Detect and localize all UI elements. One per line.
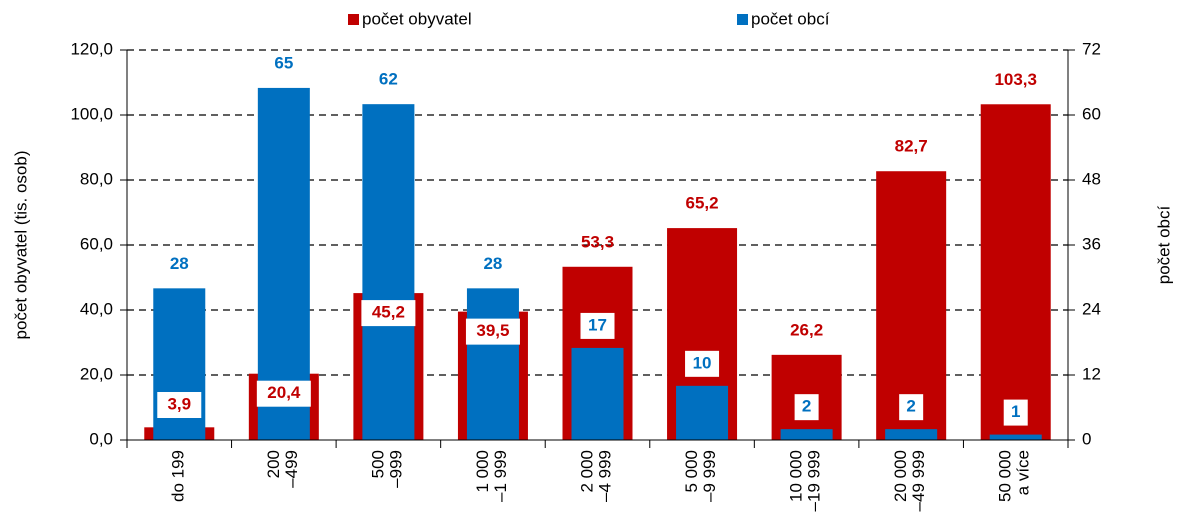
value-label: 45,2: [372, 303, 405, 322]
value-label: 26,2: [790, 320, 823, 339]
y-tick-label: 100,0: [70, 104, 113, 123]
y2-tick-label: 60: [1082, 104, 1101, 123]
y-tick-label: 0,0: [89, 429, 113, 448]
value-label: 28: [170, 254, 189, 273]
x-tick-label: 10 000–19 999: [787, 450, 824, 511]
value-label: 103,3: [994, 70, 1037, 89]
y2-axis-title: počet obcí: [1154, 206, 1173, 285]
legend-swatch: [348, 14, 359, 25]
bar: [980, 104, 1051, 441]
y2-tick-label: 72: [1082, 39, 1101, 58]
x-tick-label: 50 000a více: [996, 450, 1033, 502]
y-axis-title: počet obyvatel (tis. osob): [11, 151, 30, 340]
y-tick-label: 80,0: [80, 169, 113, 188]
value-label: 28: [483, 254, 502, 273]
value-label-box: [580, 312, 615, 339]
value-label: 20,4: [267, 383, 301, 402]
y2-tick-label: 0: [1082, 429, 1091, 448]
legend-label: počet obcí: [751, 9, 830, 28]
x-tick-label: 1 000–1 999: [473, 450, 510, 502]
x-tick-label: 2 000–4 999: [578, 450, 615, 502]
value-label-box: [685, 350, 720, 377]
bar: [885, 429, 938, 440]
bar: [362, 104, 415, 441]
y2-tick-label: 36: [1082, 234, 1101, 253]
x-tick-label: 5 000–9 999: [683, 450, 720, 502]
bar: [571, 347, 624, 440]
value-label: 65: [274, 53, 293, 72]
y-tick-label: 60,0: [80, 234, 113, 253]
value-label: 65,2: [686, 194, 719, 213]
value-label-box: [256, 380, 311, 407]
bar: [989, 434, 1042, 440]
value-label: 10: [693, 353, 712, 372]
y2-tick-label: 12: [1082, 364, 1101, 383]
y-tick-label: 40,0: [80, 299, 113, 318]
legend-swatch: [737, 14, 748, 25]
value-label: 82,7: [895, 137, 928, 156]
y-tick-label: 20,0: [80, 364, 113, 383]
bar: [780, 429, 833, 440]
value-label: 2: [802, 397, 811, 416]
legend-label: počet obyvatel: [362, 9, 472, 28]
x-tick-label: 200–499: [264, 450, 301, 488]
x-tick-label: 20 000–49 999: [892, 450, 929, 511]
value-label: 2: [906, 397, 915, 416]
bar: [676, 385, 729, 440]
value-label: 62: [379, 70, 398, 89]
value-label: 53,3: [581, 232, 614, 251]
y-tick-label: 120,0: [70, 39, 113, 58]
value-label-box: [899, 394, 924, 421]
x-tick-label: 500–999: [369, 450, 406, 488]
value-label: 17: [588, 315, 607, 334]
x-tick-label: do 199: [169, 450, 188, 502]
value-label: 39,5: [476, 321, 509, 340]
y2-tick-label: 48: [1082, 169, 1101, 188]
value-label-box: [361, 300, 416, 327]
y2-tick-label: 24: [1082, 299, 1101, 318]
value-label-box: [1003, 399, 1028, 426]
value-label-box: [157, 392, 202, 418]
value-label: 1: [1011, 402, 1020, 421]
value-label: 3,9: [167, 394, 191, 413]
value-label-box: [794, 394, 819, 421]
value-label-box: [465, 318, 520, 345]
bar: [466, 288, 519, 440]
